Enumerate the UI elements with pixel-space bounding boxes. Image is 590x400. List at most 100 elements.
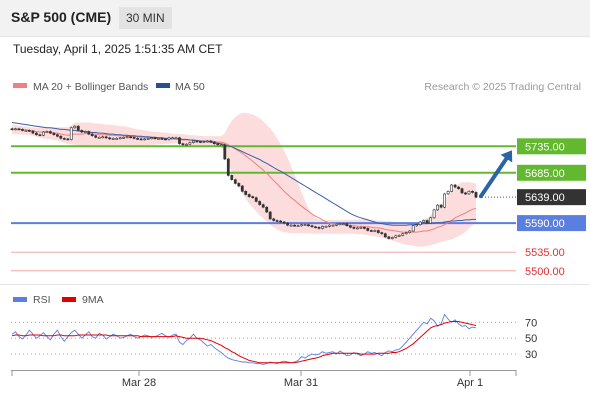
candle-26 <box>101 136 105 139</box>
candle-98 <box>352 227 356 229</box>
rsi-line <box>11 313 477 365</box>
candle-76 <box>275 220 279 222</box>
candle-86 <box>310 225 314 228</box>
candle-57 <box>209 140 213 143</box>
candle-3 <box>21 129 24 131</box>
candle-48 <box>178 137 181 144</box>
candle-95 <box>341 223 345 225</box>
forecast-arrow <box>479 150 513 199</box>
candle-30 <box>115 138 119 140</box>
candle-21 <box>83 131 87 133</box>
candle-56 <box>206 140 209 143</box>
candle-42 <box>157 138 160 140</box>
candle-23 <box>90 133 94 137</box>
time-label-1: Mar 31 <box>284 377 318 389</box>
candle-83 <box>300 224 304 227</box>
candle-52 <box>192 140 195 143</box>
candle-79 <box>286 222 290 226</box>
legend-swatch-9ma <box>62 297 76 302</box>
candle-7 <box>34 132 38 136</box>
candle-112 <box>401 233 405 236</box>
candle-108 <box>387 236 391 239</box>
candle-110 <box>394 235 398 238</box>
candle-128 <box>457 186 461 190</box>
candle-125 <box>446 191 450 195</box>
candle-89 <box>321 226 324 229</box>
candle-45 <box>167 137 171 140</box>
candle-11 <box>48 131 52 134</box>
candle-129 <box>460 188 464 194</box>
rsi-9ma-line <box>11 321 477 364</box>
candle-130 <box>464 192 467 195</box>
level-labels: 5735.00 5685.00 5639.00 5590.00 5535.00 5500.… <box>517 138 586 278</box>
candle-19 <box>76 125 80 131</box>
forecast-arrow-head <box>500 150 513 163</box>
candle-13 <box>55 134 59 137</box>
candle-15 <box>62 138 66 140</box>
candle-14 <box>59 135 63 139</box>
rsi-tick-50: 50 <box>525 333 537 345</box>
level-tag-bg-5735.00 <box>517 138 586 155</box>
candle-80 <box>289 224 293 227</box>
candle-1 <box>14 128 17 131</box>
candle-44 <box>164 138 167 141</box>
rsi-axis: 30 50 70 <box>525 317 537 361</box>
candle-63 <box>230 175 234 180</box>
candle-22 <box>87 131 91 135</box>
time-label-0: Mar 28 <box>122 377 156 389</box>
candle-33 <box>125 136 129 139</box>
candle-62 <box>226 158 230 176</box>
candle-53 <box>195 140 199 143</box>
candle-58 <box>212 141 216 145</box>
candle-131 <box>467 191 471 195</box>
candle-34 <box>129 136 133 139</box>
legend-9ma: 9MA <box>82 294 104 306</box>
legend-swatch-ma50 <box>156 83 170 88</box>
candle-119 <box>425 220 429 224</box>
candle-96 <box>345 223 349 227</box>
candle-65 <box>237 183 241 187</box>
candle-59 <box>216 143 220 146</box>
candle-123 <box>439 204 443 208</box>
candle-105 <box>376 230 380 233</box>
bollinger-bands <box>12 112 476 247</box>
candle-120 <box>429 217 433 224</box>
candle-84 <box>303 224 307 226</box>
candle-69 <box>251 196 255 199</box>
symbol-title: S&P 500 (CME) <box>11 9 112 25</box>
candle-31 <box>118 137 122 140</box>
candle-82 <box>296 225 300 227</box>
forecast-arrow-shaft <box>479 156 509 199</box>
candle-37 <box>139 138 143 141</box>
candle-16 <box>66 138 70 141</box>
candle-77 <box>279 220 283 223</box>
candle-133 <box>474 192 478 198</box>
candles <box>10 125 478 240</box>
candle-73 <box>265 206 269 213</box>
candle-4 <box>24 130 28 132</box>
candle-126 <box>450 184 454 192</box>
level-tag-bg-5685.00 <box>517 164 586 181</box>
candle-38 <box>143 138 147 141</box>
candle-18 <box>73 125 77 129</box>
candle-85 <box>307 224 310 227</box>
candle-55 <box>202 141 206 143</box>
rsi-lines <box>11 313 477 365</box>
legend-ma50: MA 50 <box>175 81 205 93</box>
candle-92 <box>331 224 335 227</box>
price-legend: MA 20 + Bollinger Bands MA 50 Research ©… <box>13 81 581 93</box>
timeframe-badge[interactable]: 30 MIN <box>119 7 172 29</box>
rsi-tick-30: 30 <box>525 349 537 361</box>
candle-132 <box>471 191 474 193</box>
candle-94 <box>338 223 342 225</box>
candle-90 <box>324 226 328 228</box>
candle-47 <box>174 137 178 140</box>
candle-67 <box>244 191 248 195</box>
level-tag-5685.00: 5685.00 <box>525 168 565 180</box>
candle-117 <box>418 221 422 225</box>
candle-127 <box>453 184 457 188</box>
candle-50 <box>185 143 188 146</box>
candle-107 <box>383 233 387 238</box>
candle-115 <box>411 225 415 232</box>
